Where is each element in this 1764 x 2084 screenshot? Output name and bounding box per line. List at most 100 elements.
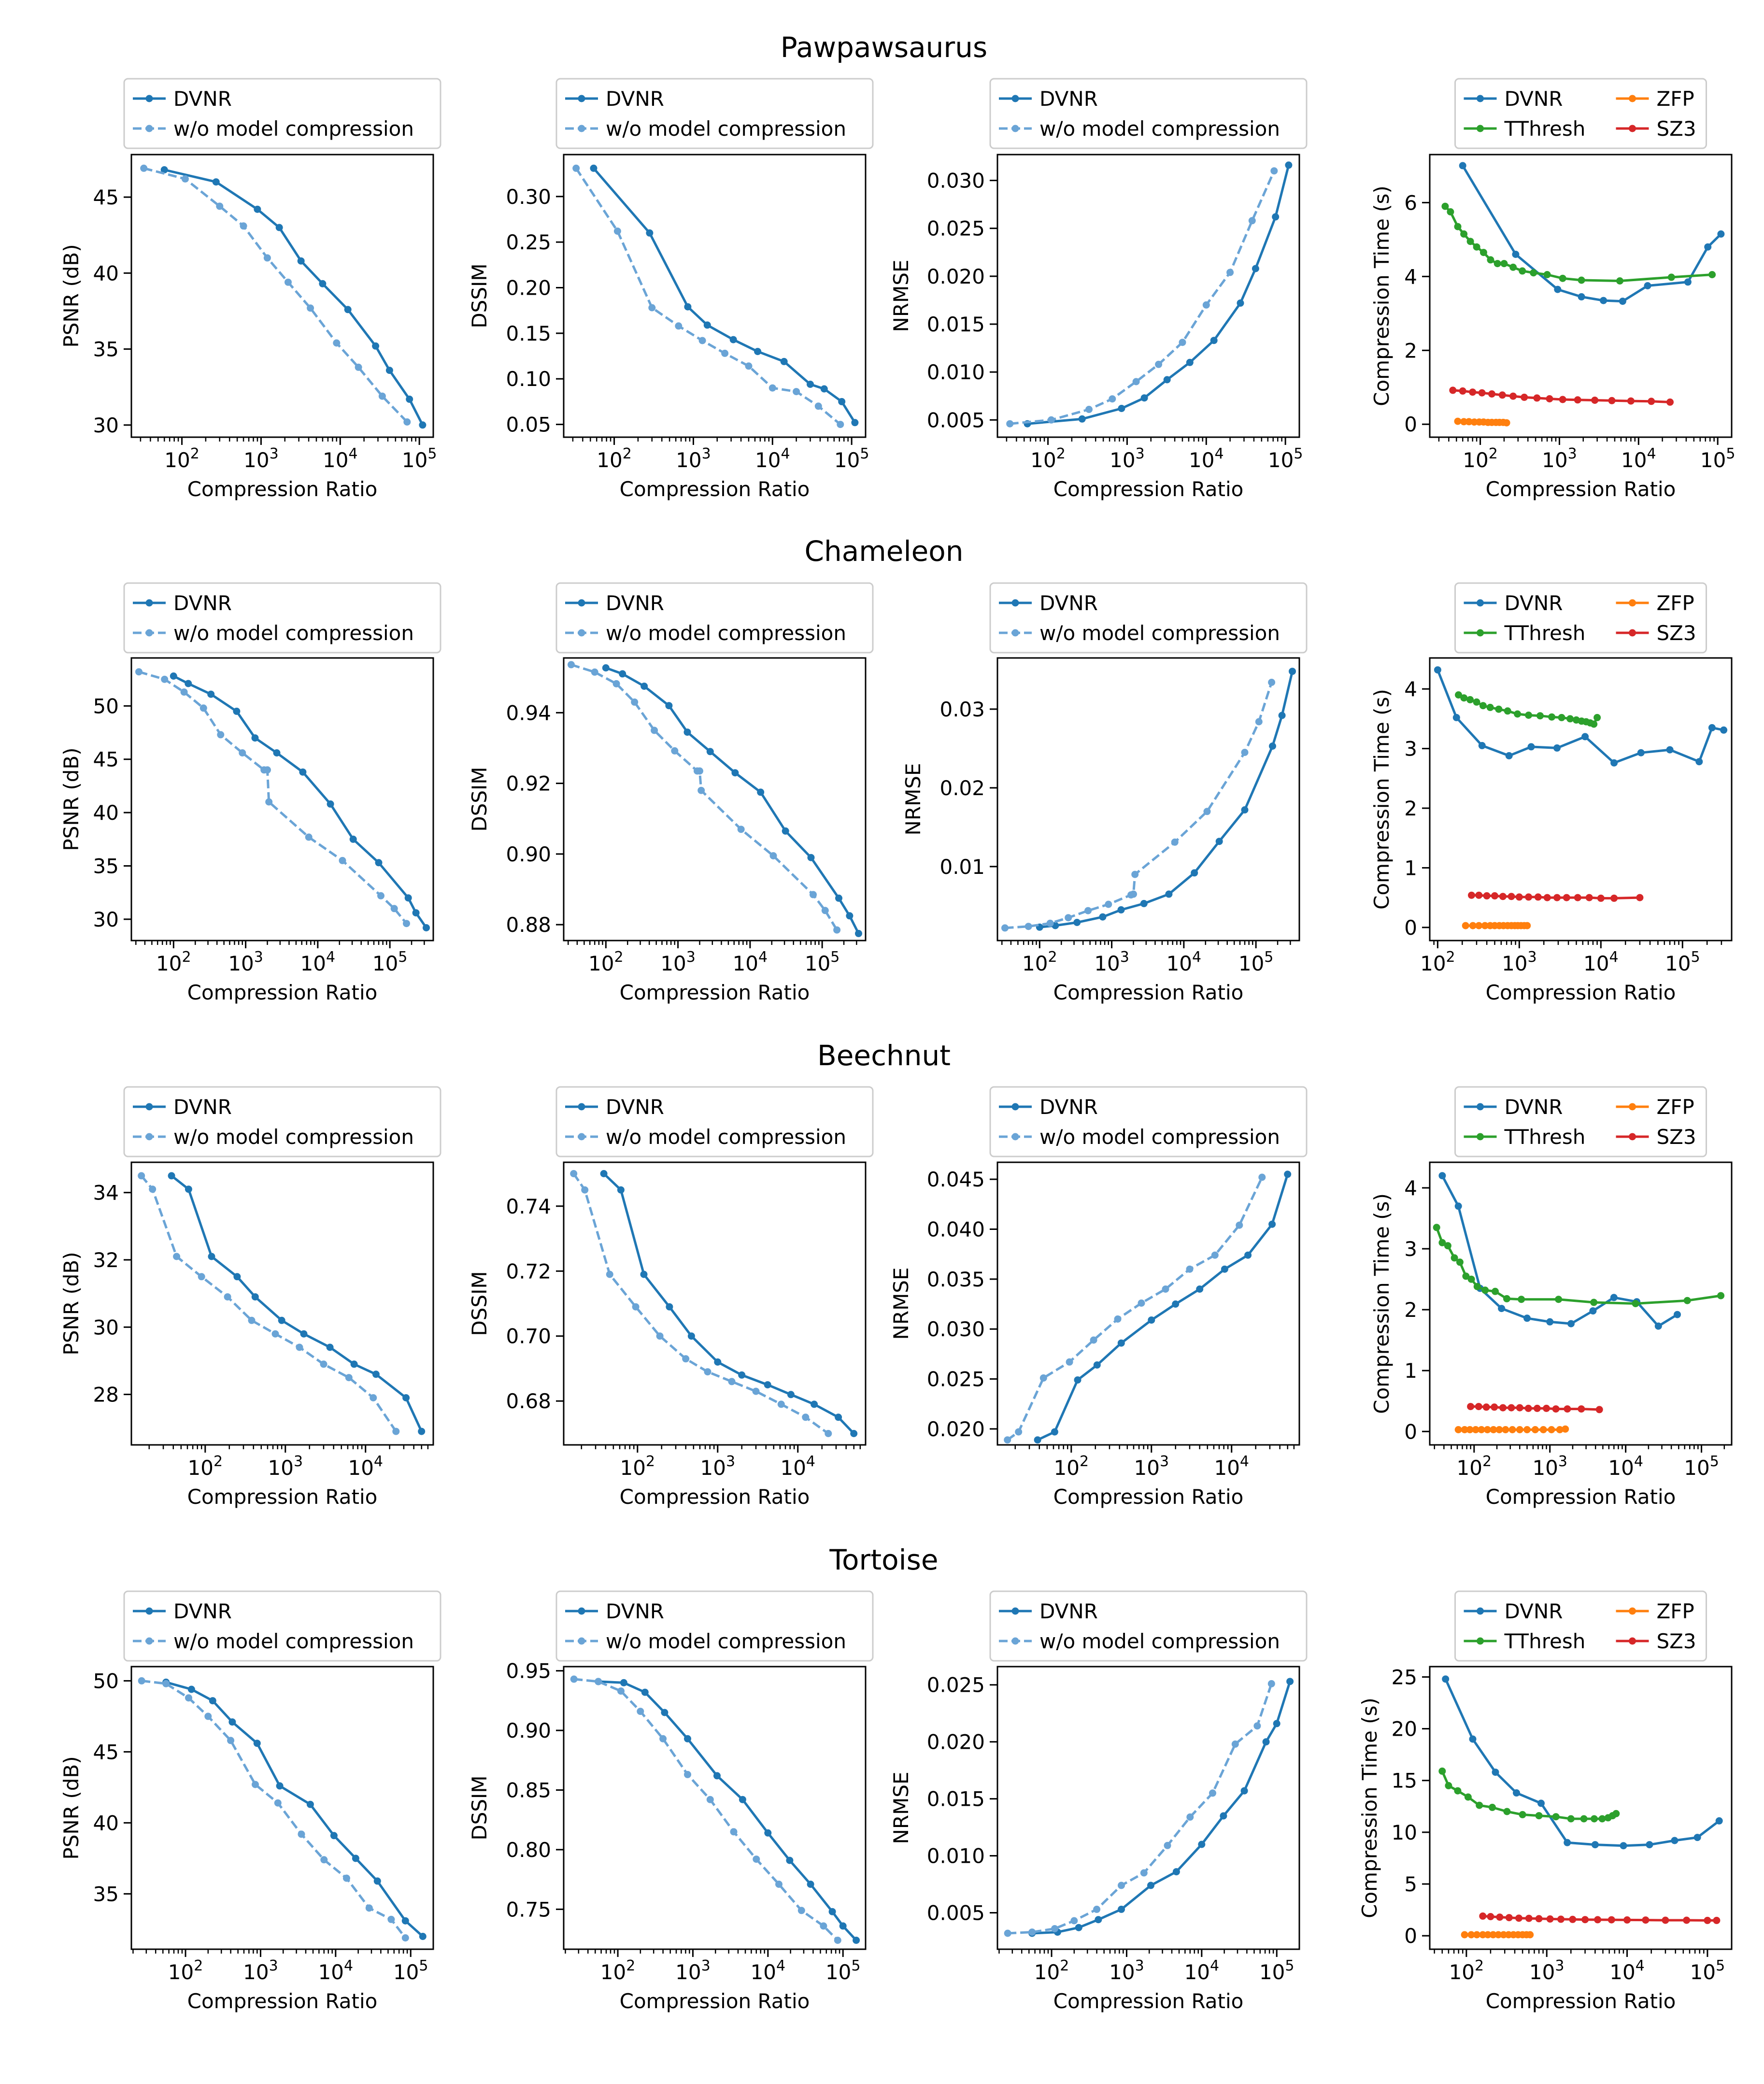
y-axis-label: DSSIM	[468, 1271, 491, 1336]
series-group	[1004, 1170, 1292, 1444]
legend-label-dvnr: DVNR	[606, 591, 664, 615]
legend-label-dvnr: DVNR	[173, 591, 232, 615]
data-point-w-o-model-compression	[617, 1687, 625, 1695]
data-point-dvnr	[251, 734, 259, 742]
data-point-tthresh	[1632, 1300, 1639, 1307]
y-tick-label: 0.010	[927, 1844, 985, 1868]
plot-frame	[1429, 1161, 1733, 1446]
data-point-sz3	[1475, 891, 1483, 899]
y-axis-label: NRMSE	[889, 1771, 913, 1844]
data-point-sz3	[1543, 1404, 1550, 1412]
data-point-dvnr	[404, 894, 412, 902]
data-point-w-o-model-compression	[793, 388, 800, 396]
legend-label-dvnr: DVNR	[173, 1599, 232, 1623]
legend-label-zfp: ZFP	[1657, 591, 1694, 615]
legend-marker-dvnr	[145, 1607, 153, 1615]
data-point-dvnr	[233, 707, 241, 715]
y-axis-label: PSNR (dB)	[59, 244, 83, 347]
legend-label-w-o-model-compression: w/o model compression	[173, 1629, 414, 1653]
data-point-dvnr	[1237, 299, 1244, 307]
data-point-tthresh	[1495, 705, 1503, 713]
data-point-sz3	[1449, 386, 1457, 394]
data-point-w-o-model-compression	[1070, 1917, 1078, 1925]
x-tick-label: 102	[588, 949, 624, 975]
data-point-dvnr	[168, 1172, 175, 1180]
chart-beechnut-dssim: 102 103 104 0.68 0.70 0.72 0.74 Compression Rat…	[468, 1086, 874, 1509]
legend-box	[1454, 78, 1707, 149]
y-tick-label: 30	[93, 414, 119, 437]
data-point-sz3	[1467, 1403, 1475, 1411]
data-point-dvnr	[1469, 1735, 1477, 1743]
x-tick-label: 105	[834, 445, 869, 472]
y-tick-label: 2	[1404, 1298, 1417, 1322]
x-tick-label: 103	[268, 1453, 303, 1480]
data-point-sz3	[1515, 1914, 1522, 1922]
legend-marker-sz3	[1629, 1133, 1636, 1141]
x-tick-label: 105	[393, 1957, 428, 1984]
y-tick-label: 0.030	[927, 169, 985, 193]
data-point-dvnr	[423, 924, 430, 931]
data-point-zfp	[1503, 419, 1510, 427]
data-point-w-o-model-compression	[837, 421, 844, 428]
y-tick-label: 0.15	[506, 322, 551, 345]
y-axis-label: PSNR (dB)	[59, 1756, 83, 1859]
legend-label-w-o-model-compression: w/o model compression	[1039, 621, 1280, 645]
data-point-dvnr	[787, 1391, 795, 1399]
data-point-dvnr	[1278, 712, 1286, 719]
data-point-dvnr	[1674, 1311, 1681, 1318]
data-point-w-o-model-compression	[1258, 1173, 1266, 1181]
data-point-dvnr	[641, 1688, 649, 1696]
data-point-tthresh	[1473, 698, 1480, 706]
x-tick-label: 104	[348, 1453, 383, 1480]
data-point-tthresh	[1492, 1287, 1499, 1295]
legend-marker-w-o-model-compression	[578, 1133, 585, 1141]
data-point-dvnr	[1715, 1817, 1723, 1825]
data-point-w-o-model-compression	[305, 833, 313, 841]
series-line-w-o-model-compression	[572, 1173, 829, 1435]
data-point-tthresh	[1503, 1808, 1511, 1815]
data-point-dvnr	[1186, 358, 1194, 366]
data-point-tthresh	[1559, 274, 1566, 282]
data-point-tthresh	[1555, 1296, 1563, 1303]
data-point-tthresh	[1464, 1793, 1472, 1801]
data-point-dvnr	[1095, 1916, 1102, 1924]
data-point-dvnr	[1438, 1172, 1446, 1180]
legend-box	[123, 1086, 441, 1157]
chart-tortoise-psnr-db: 102 103 104 105 35 40 45 50 Compression Ratio PSN…	[59, 1590, 441, 2013]
data-point-tthresh	[1473, 1283, 1481, 1290]
data-point-dvnr	[1684, 278, 1692, 286]
series-group	[1433, 1172, 1725, 1433]
data-point-tthresh	[1444, 1242, 1451, 1250]
data-point-w-o-model-compression	[264, 766, 271, 774]
data-point-sz3	[1521, 393, 1528, 401]
data-point-w-o-model-compression	[1051, 1925, 1058, 1932]
y-tick-label: 0.02	[939, 776, 985, 800]
data-point-tthresh	[1466, 238, 1474, 245]
data-point-sz3	[1559, 396, 1566, 403]
data-point-w-o-model-compression	[659, 1735, 667, 1742]
y-tick-label: 0.30	[506, 185, 551, 209]
data-point-dvnr	[786, 1856, 794, 1864]
series-group	[1004, 1678, 1294, 1937]
x-tick-label: 104	[1609, 1957, 1645, 1984]
y-tick-label: 0.015	[927, 1787, 985, 1811]
data-point-sz3	[1487, 1913, 1494, 1920]
data-point-dvnr	[185, 680, 192, 687]
data-point-dvnr	[1191, 869, 1198, 877]
data-point-zfp	[1454, 417, 1462, 425]
x-tick-label: 105	[372, 949, 408, 975]
data-point-dvnr	[276, 1782, 284, 1790]
chart-beechnut-psnr-db: 102 103 104 28 30 32 34 Compression Ratio PSNR (…	[59, 1086, 441, 1509]
data-point-w-o-model-compression	[1203, 808, 1211, 815]
data-point-dvnr	[1600, 297, 1608, 304]
data-point-dvnr	[1172, 1868, 1180, 1876]
x-tick-label: 104	[318, 1957, 354, 1984]
y-tick-label: 2	[1404, 339, 1417, 362]
data-point-w-o-model-compression	[656, 1332, 664, 1340]
data-point-dvnr	[1492, 1769, 1499, 1776]
data-point-dvnr	[1537, 1799, 1545, 1807]
data-point-zfp	[1479, 1931, 1487, 1939]
legend-box	[123, 1590, 441, 1662]
x-tick-label: 102	[1054, 1453, 1089, 1480]
data-point-w-o-model-compression	[613, 228, 621, 235]
